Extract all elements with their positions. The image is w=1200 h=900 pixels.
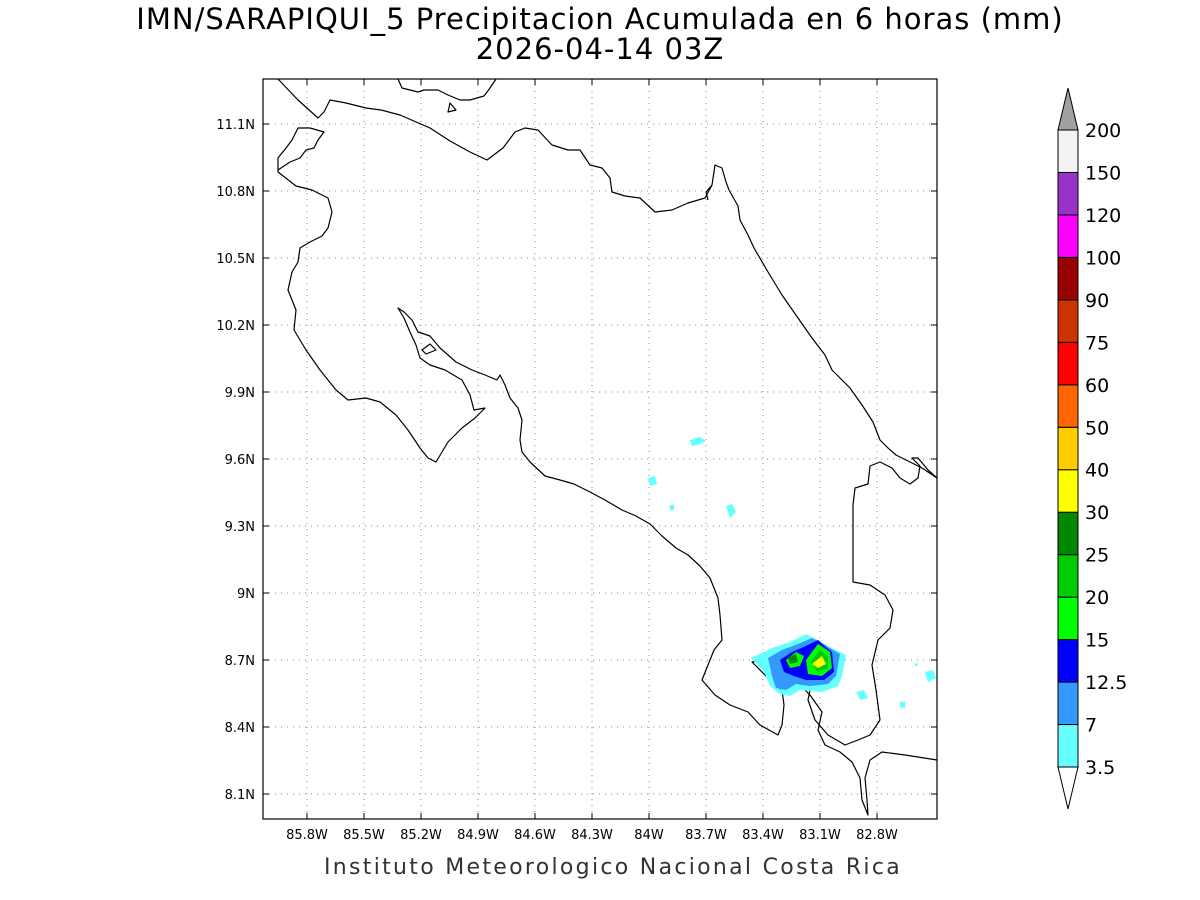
lon-tick-label: 83.4W <box>742 828 784 843</box>
lon-tick-label: 85.8W <box>286 828 328 843</box>
lon-tick-label: 85.5W <box>343 828 385 843</box>
lat-tick-label: 10.8N <box>216 185 255 200</box>
lon-tick-label: 82.8W <box>856 828 898 843</box>
colorbar-bottom-arrow <box>1057 766 1079 810</box>
rain-cell-5 <box>856 690 868 700</box>
colorbar-label: 150 <box>1085 162 1121 184</box>
map-datetime: 2026-04-14 03Z <box>475 32 725 66</box>
colorbar-label: 30 <box>1085 502 1109 524</box>
rain-30mm <box>788 654 798 664</box>
lat-tick-label: 8.4N <box>225 721 255 736</box>
nicaragua-border <box>277 78 730 213</box>
panama-border <box>852 457 938 721</box>
colorbar-labels: 3.5 7 12.5 15 20 25 30 40 50 60 75 90 100 120 150 200 <box>1085 120 1127 779</box>
gulf-islet <box>421 343 437 355</box>
colorbar-box <box>1057 384 1079 428</box>
colorbar-box <box>1057 554 1079 598</box>
colorbar-box <box>1057 724 1079 768</box>
colorbar-box <box>1057 469 1079 513</box>
colorbar-box <box>1057 214 1079 258</box>
lake-nicaragua-islet <box>447 102 457 113</box>
lat-tick-label: 10.5N <box>216 252 255 267</box>
colorbar-box <box>1057 299 1079 343</box>
rain-15mm <box>776 676 788 690</box>
lat-tick-label: 9.3N <box>225 520 255 535</box>
colorbar-box <box>1057 639 1079 683</box>
lon-tick-label: 83.1W <box>799 828 841 843</box>
latitude-axis: 11.1N 10.8N 10.5N 10.2N 9.9N 9.6N 9.3N 9N 8.7N 8.… <box>216 118 937 803</box>
lat-tick-label: 10.2N <box>216 319 255 334</box>
colorbar-label: 20 <box>1085 587 1109 609</box>
rain-cell-3 <box>669 504 674 510</box>
lon-tick-label: 84W <box>634 828 664 843</box>
colorbar-label: 200 <box>1085 120 1121 142</box>
colorbar-box <box>1057 256 1079 301</box>
lon-tick-label: 84.6W <box>514 828 556 843</box>
lat-tick-label: 9.6N <box>225 453 255 468</box>
colorbar-label: 50 <box>1085 417 1109 439</box>
longitude-axis: 85.8W 85.5W 85.2W 84.9W 84.6W 84.3W 84W 83.7W 83… <box>286 79 898 843</box>
caribbean-coast <box>728 189 938 479</box>
rain-cell-7 <box>925 670 936 682</box>
map-gridlines <box>263 79 937 819</box>
lon-tick-label: 83.7W <box>685 828 727 843</box>
colorbar-label: 40 <box>1085 460 1109 482</box>
border-spur <box>705 184 713 201</box>
rain-cell-4 <box>726 504 736 518</box>
lon-tick-label: 84.3W <box>571 828 613 843</box>
colorbar-box <box>1057 426 1079 471</box>
lat-tick-label: 8.1N <box>225 788 255 803</box>
lat-tick-label: 9N <box>237 587 255 602</box>
colorbar-label: 100 <box>1085 247 1121 269</box>
map-title: IMN/SARAPIQUI_5 Precipitacion Acumulada … <box>136 2 1064 36</box>
colorbar-box <box>1057 129 1079 173</box>
credit-line: Instituto Meteorologico Nacional Costa R… <box>323 855 903 880</box>
precipitation-field <box>648 437 936 708</box>
rain-cell-1 <box>690 437 706 446</box>
colorbar-box <box>1057 511 1079 556</box>
pacific-coast-north <box>397 78 497 101</box>
colorbar-label: 12.5 <box>1085 672 1127 694</box>
colorbar-box <box>1057 341 1079 386</box>
colorbar-box <box>1057 596 1079 641</box>
rain-cell-6 <box>900 701 905 708</box>
rain-cell-2 <box>648 476 657 486</box>
colorbar-label: 75 <box>1085 332 1109 354</box>
map-frame <box>262 78 938 820</box>
colorbar-box <box>1057 681 1079 726</box>
colorbar-label: 7 <box>1085 715 1097 737</box>
rain-cell-8 <box>914 663 918 667</box>
colorbar-label: 90 <box>1085 290 1109 312</box>
colorbar-label: 15 <box>1085 630 1109 652</box>
colorbar-box <box>1057 171 1079 216</box>
colorbar-boxes <box>1057 129 1079 768</box>
rain-40mm <box>812 656 826 668</box>
lon-tick-label: 84.9W <box>457 828 499 843</box>
pacific-coast-inner <box>807 679 881 746</box>
lat-tick-label: 11.1N <box>216 118 255 133</box>
colorbar-label: 25 <box>1085 545 1109 567</box>
colorbar-top-arrow <box>1057 87 1079 131</box>
lon-tick-label: 85.2W <box>400 828 442 843</box>
lat-tick-label: 8.7N <box>225 654 255 669</box>
colorbar-label: 60 <box>1085 375 1109 397</box>
colorbar-label: 3.5 <box>1085 757 1115 779</box>
precipitation-colorbar: 3.5 7 12.5 15 20 25 30 40 50 60 75 90 100 120 150 200 <box>1057 87 1127 810</box>
colorbar-label: 120 <box>1085 205 1121 227</box>
lat-tick-label: 9.9N <box>225 386 255 401</box>
